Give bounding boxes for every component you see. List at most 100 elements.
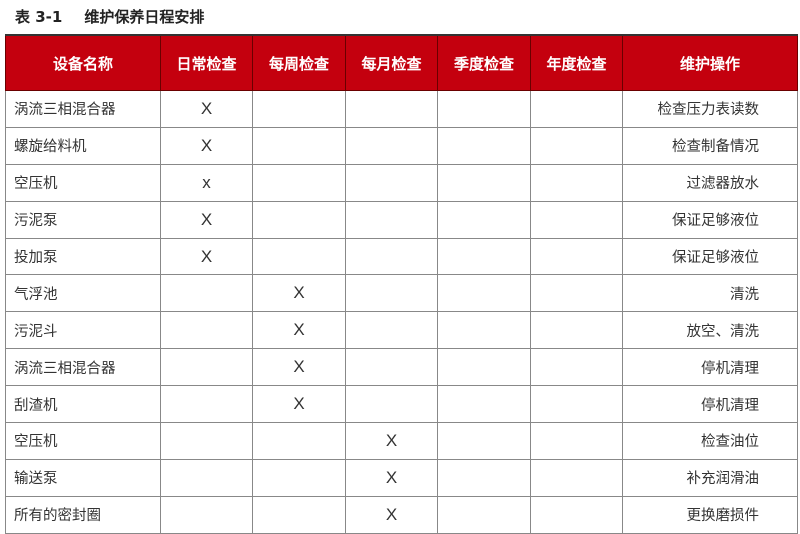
check-mark-cell: [252, 200, 346, 239]
table-row: 污泥斗 X 放空、清洗: [5, 311, 798, 350]
column-header: 季度检查: [437, 34, 531, 91]
check-mark-cell: X: [252, 348, 346, 387]
table-row: 涡流三相混合器 X 检查压力表读数: [5, 90, 798, 128]
check-mark-cell: [530, 237, 623, 276]
check-mark-cell: [530, 274, 623, 313]
check-mark-cell: [437, 422, 531, 460]
table-title: 维护保养日程安排: [84, 8, 205, 26]
equipment-name-cell: 投加泵: [5, 237, 161, 276]
check-mark-cell: [160, 385, 253, 424]
equipment-name-cell: 刮渣机: [5, 385, 161, 424]
column-header: 每周检查: [252, 34, 346, 91]
maintenance-operation-cell: 清洗: [622, 274, 798, 313]
check-mark-cell: [345, 348, 438, 387]
check-mark-cell: [437, 274, 531, 313]
check-mark-cell: [160, 422, 253, 460]
table-row: 空压机 X 检查油位: [5, 422, 798, 460]
check-mark-cell: [345, 163, 438, 202]
equipment-name-cell: 涡流三相混合器: [5, 348, 161, 387]
check-mark-cell: [252, 495, 346, 534]
table-row: 输送泵 X 补充润滑油: [5, 458, 798, 497]
check-mark-cell: [530, 126, 623, 165]
table-row: 涡流三相混合器 X 停机清理: [5, 348, 798, 387]
table-row: 螺旋给料机 X 检查制备情况: [5, 126, 798, 165]
check-mark-cell: [160, 458, 253, 497]
maintenance-operation-cell: 停机清理: [622, 348, 798, 387]
check-mark-cell: X: [160, 90, 253, 128]
equipment-name-cell: 螺旋给料机: [5, 126, 161, 165]
check-mark-cell: [437, 458, 531, 497]
check-mark-cell: [530, 422, 623, 460]
check-mark-cell: [437, 200, 531, 239]
check-mark-cell: [345, 90, 438, 128]
check-mark-cell: [530, 200, 623, 239]
check-mark-cell: [252, 163, 346, 202]
table-row: 投加泵 X 保证足够液位: [5, 237, 798, 276]
check-mark-cell: [530, 495, 623, 534]
check-mark-cell: [437, 348, 531, 387]
maintenance-operation-cell: 检查油位: [622, 422, 798, 460]
column-header: 维护操作: [622, 34, 798, 91]
column-header: 年度检查: [530, 34, 623, 91]
maintenance-operation-cell: 更换磨损件: [622, 495, 798, 534]
equipment-name-cell: 污泥斗: [5, 311, 161, 350]
check-mark-cell: [252, 422, 346, 460]
check-mark-cell: [530, 311, 623, 350]
maintenance-schedule-table: 设备名称 日常检查 每周检查 每月检查 季度检查 年度检查 维护操作 涡流三相混合器 X 检查压…: [5, 34, 798, 534]
check-mark-cell: X: [160, 200, 253, 239]
check-mark-cell: [437, 126, 531, 165]
equipment-name-cell: 气浮池: [5, 274, 161, 313]
table-number: 表 3-1: [15, 8, 63, 26]
maintenance-operation-cell: 放空、清洗: [622, 311, 798, 350]
check-mark-cell: [252, 90, 346, 128]
table-row: 刮渣机 X 停机清理: [5, 385, 798, 424]
check-mark-cell: [252, 458, 346, 497]
check-mark-cell: [530, 348, 623, 387]
check-mark-cell: X: [252, 311, 346, 350]
check-mark-cell: [160, 348, 253, 387]
check-mark-cell: [437, 90, 531, 128]
check-mark-cell: X: [252, 385, 346, 424]
maintenance-operation-cell: 停机清理: [622, 385, 798, 424]
check-mark-cell: x: [160, 163, 253, 202]
check-mark-cell: [345, 237, 438, 276]
check-mark-cell: [252, 126, 346, 165]
equipment-name-cell: 空压机: [5, 163, 161, 202]
check-mark-cell: X: [160, 126, 253, 165]
table-caption: 表 3-1 维护保养日程安排: [15, 6, 226, 27]
table-row: 污泥泵 X 保证足够液位: [5, 200, 798, 239]
check-mark-cell: [530, 90, 623, 128]
check-mark-cell: [160, 311, 253, 350]
check-mark-cell: [345, 385, 438, 424]
equipment-name-cell: 涡流三相混合器: [5, 90, 161, 128]
check-mark-cell: [345, 126, 438, 165]
check-mark-cell: [437, 495, 531, 534]
equipment-name-cell: 输送泵: [5, 458, 161, 497]
check-mark-cell: [160, 274, 253, 313]
column-header: 日常检查: [160, 34, 253, 91]
check-mark-cell: [252, 237, 346, 276]
check-mark-cell: [345, 311, 438, 350]
maintenance-operation-cell: 补充润滑油: [622, 458, 798, 497]
check-mark-cell: [437, 237, 531, 276]
check-mark-cell: [345, 200, 438, 239]
check-mark-cell: X: [345, 495, 438, 534]
maintenance-operation-cell: 检查制备情况: [622, 126, 798, 165]
maintenance-operation-cell: 保证足够液位: [622, 237, 798, 276]
check-mark-cell: [437, 311, 531, 350]
check-mark-cell: [530, 163, 623, 202]
check-mark-cell: X: [252, 274, 346, 313]
check-mark-cell: [437, 385, 531, 424]
maintenance-operation-cell: 保证足够液位: [622, 200, 798, 239]
table-row: 气浮池 X 清洗: [5, 274, 798, 313]
check-mark-cell: [160, 495, 253, 534]
maintenance-operation-cell: 过滤器放水: [622, 163, 798, 202]
equipment-name-cell: 所有的密封圈: [5, 495, 161, 534]
check-mark-cell: X: [345, 458, 438, 497]
equipment-name-cell: 污泥泵: [5, 200, 161, 239]
table-row: 空压机 x 过滤器放水: [5, 163, 798, 202]
check-mark-cell: [345, 274, 438, 313]
check-mark-cell: [530, 385, 623, 424]
check-mark-cell: X: [345, 422, 438, 460]
table-row: 所有的密封圈 X 更换磨损件: [5, 495, 798, 534]
